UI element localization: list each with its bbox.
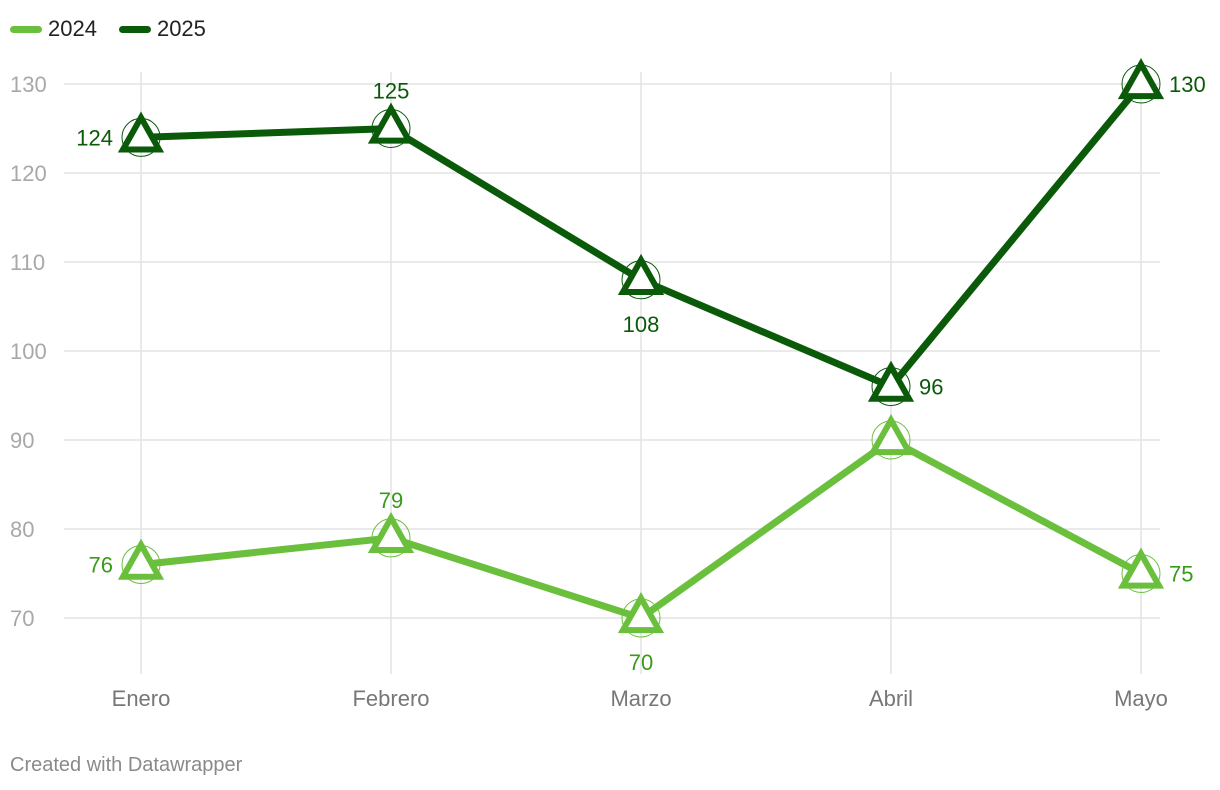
- legend-label-2024: 2024: [48, 16, 97, 41]
- legend-item-2024[interactable]: 2024: [10, 16, 97, 42]
- y-tick-label-110: 110: [10, 250, 45, 275]
- data-point-2025-febrero: [367, 102, 415, 144]
- data-label-2025-enero: 124: [76, 125, 113, 150]
- datawrapper-credit: Created with Datawrapper: [10, 754, 243, 776]
- y-tick-label-120: 120: [10, 161, 47, 186]
- x-tick-label-enero: Enero: [112, 686, 171, 711]
- legend-swatch-2024: [10, 25, 42, 33]
- data-point-2025-mayo: [1117, 58, 1165, 100]
- legend-label-2025: 2025: [156, 16, 206, 41]
- y-tick-label-70: 70: [10, 606, 34, 631]
- data-point-2025-abril: [867, 360, 915, 402]
- y-tick-label-130: 130: [10, 72, 47, 97]
- chart-legend: 2024 2025: [10, 16, 206, 42]
- data-label-2024-febrero: 79: [379, 488, 403, 513]
- data-label-2025-mayo: 130: [1169, 72, 1206, 97]
- data-label-2025-abril: 96: [919, 375, 943, 400]
- data-point-2024-marzo: [617, 592, 665, 634]
- x-tick-label-mayo: Mayo: [1114, 686, 1168, 711]
- legend-item-2025[interactable]: 2025: [118, 16, 206, 42]
- data-point-2024-enero: [117, 538, 165, 580]
- data-label-2024-mayo: 75: [1169, 562, 1193, 587]
- data-label-2024-enero: 76: [89, 553, 113, 578]
- y-tick-label-100: 100: [10, 339, 47, 364]
- x-tick-label-abril: Abril: [869, 686, 913, 711]
- x-tick-label-marzo: Marzo: [610, 686, 671, 711]
- data-label-2025-febrero: 125: [373, 79, 410, 104]
- data-label-2025-marzo: 108: [623, 312, 660, 337]
- x-tick-label-febrero: Febrero: [352, 686, 429, 711]
- y-tick-label-80: 80: [10, 517, 34, 542]
- data-point-2024-febrero: [367, 511, 415, 554]
- data-point-2024-abril: [867, 414, 915, 456]
- y-tick-label-90: 90: [10, 428, 34, 453]
- data-point-2024-mayo: [1117, 547, 1165, 589]
- data-label-2024-marzo: 70: [629, 650, 653, 675]
- legend-swatch-2025: [118, 25, 151, 33]
- data-point-2025-enero: [117, 111, 165, 153]
- data-point-2025-marzo: [617, 253, 665, 295]
